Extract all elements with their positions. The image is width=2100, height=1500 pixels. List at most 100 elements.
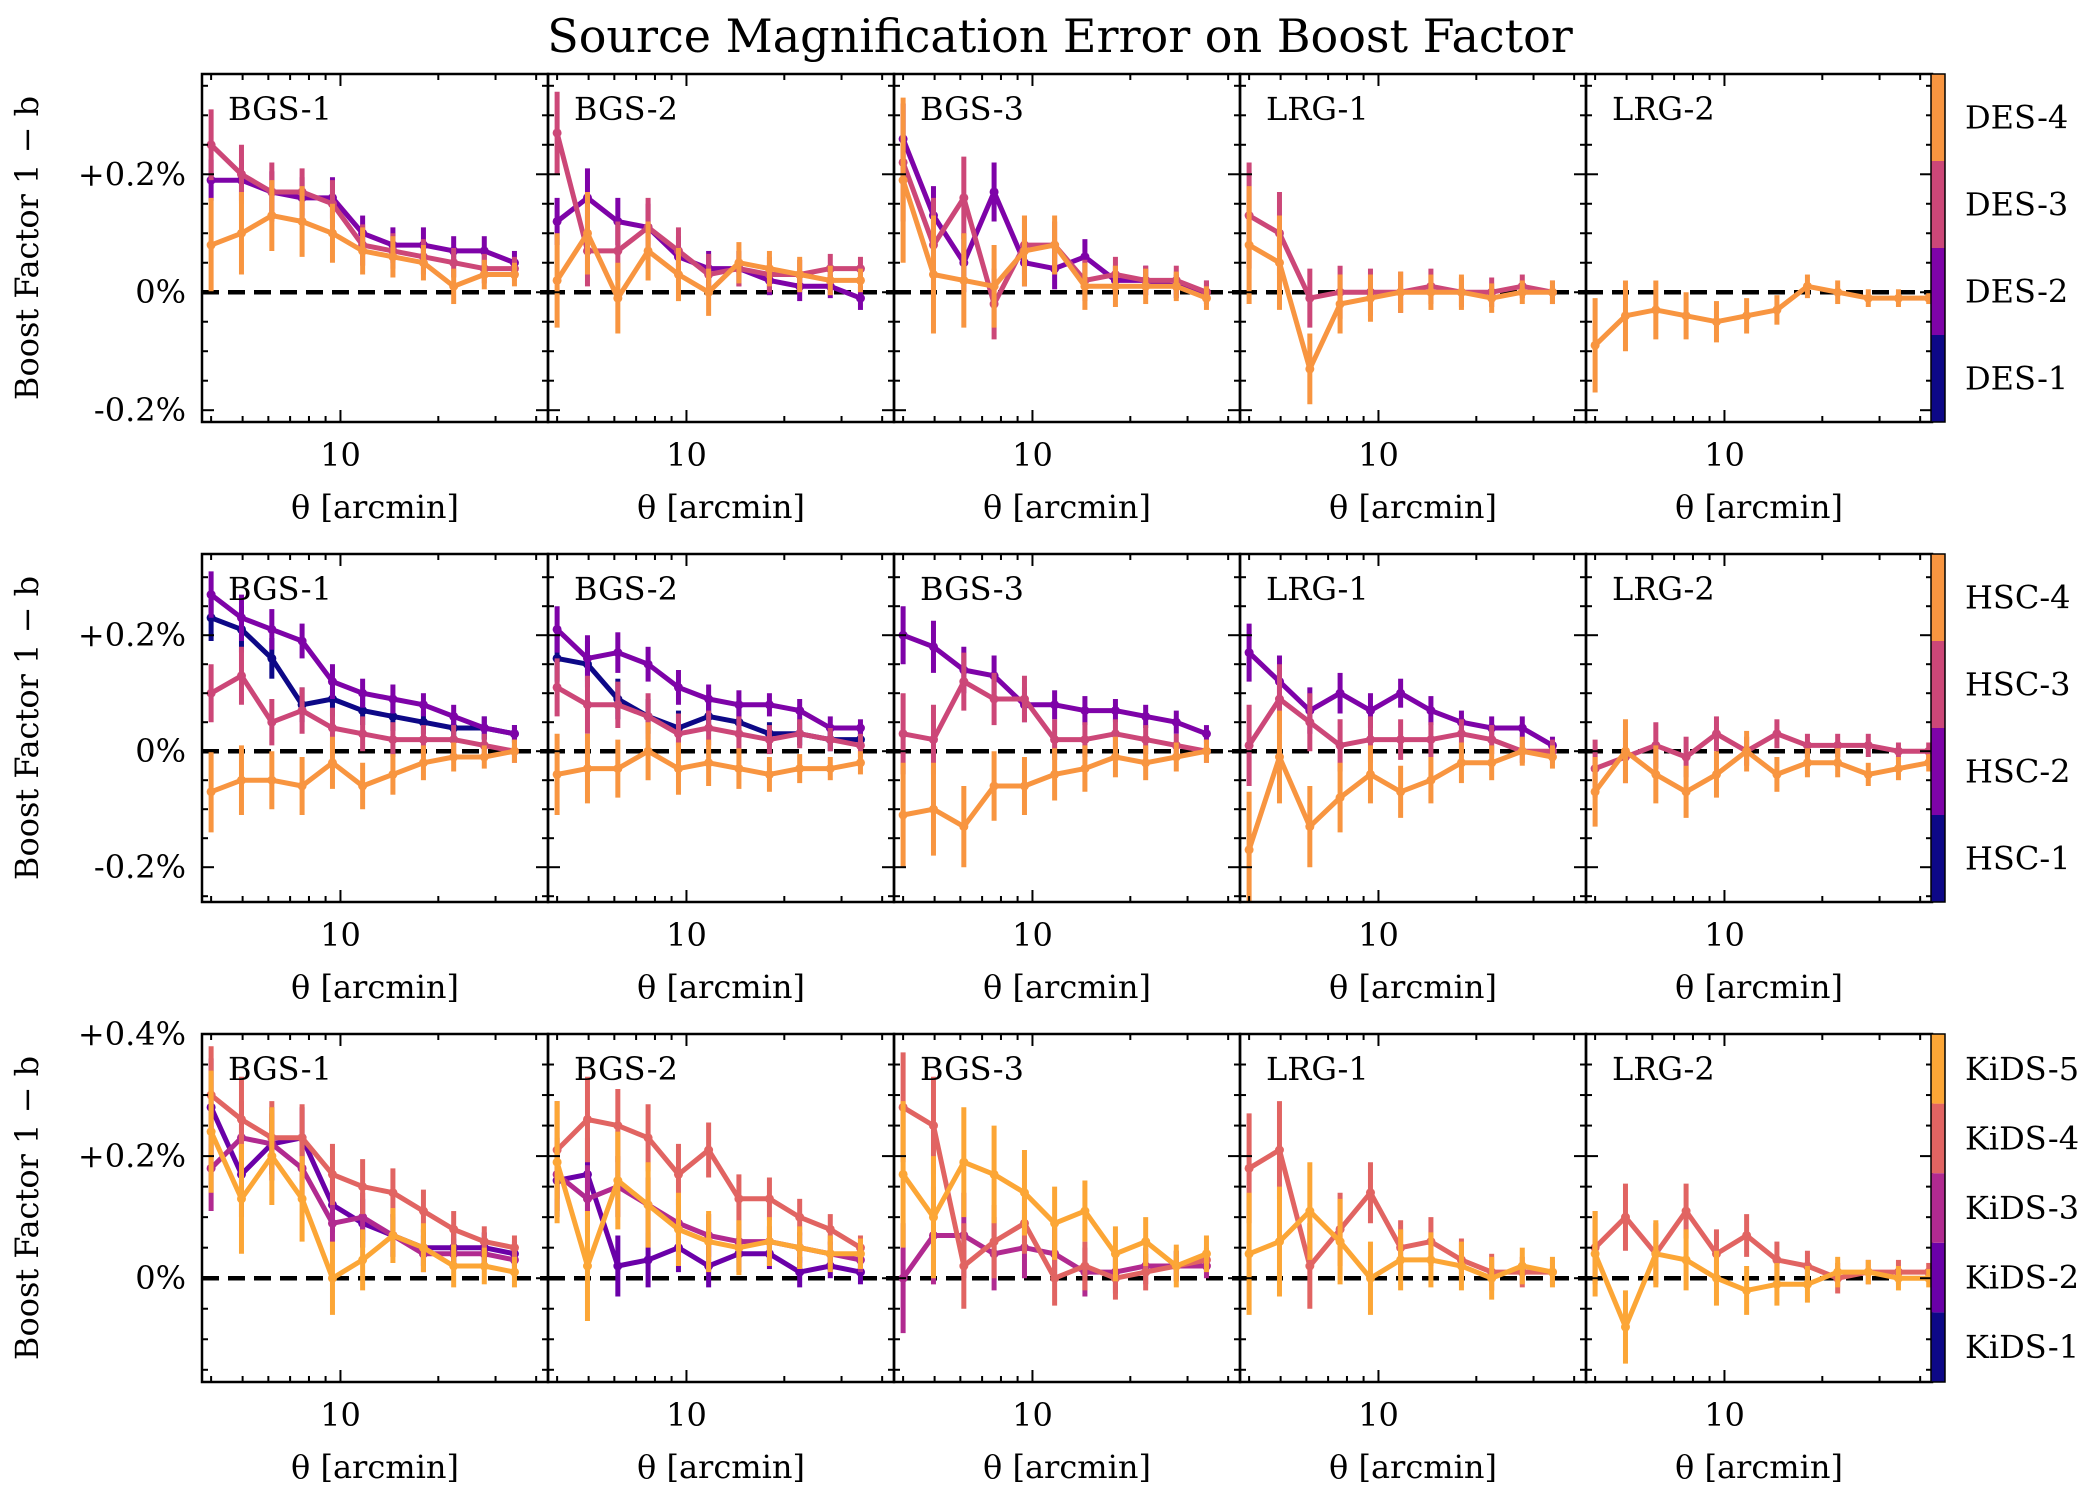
x-axis-label: θ [arcmin] bbox=[291, 488, 459, 526]
data-point bbox=[1456, 287, 1466, 297]
series-hsc-2 bbox=[552, 606, 865, 740]
data-point bbox=[388, 252, 398, 262]
data-point bbox=[1426, 1255, 1436, 1265]
panel-lrg-2: LRG-2 10 θ [arcmin] bbox=[1584, 72, 1934, 526]
colorbar-label: DES-1 bbox=[1965, 360, 2068, 398]
panel-bgs-1: BGS-1 10 θ [arcmin] bbox=[200, 72, 550, 526]
data-point bbox=[734, 764, 744, 774]
panel-data bbox=[1590, 1183, 1932, 1364]
panel-data bbox=[1590, 274, 1932, 393]
panel-label: BGS-1 bbox=[228, 570, 332, 608]
data-point bbox=[1050, 700, 1060, 710]
data-point bbox=[1620, 1212, 1630, 1222]
x-tick-label: 10 bbox=[666, 436, 707, 474]
data-point bbox=[1201, 1249, 1211, 1259]
colorbar-segment bbox=[1931, 1103, 1945, 1174]
data-point bbox=[734, 1194, 744, 1204]
data-point bbox=[855, 758, 865, 768]
panel-lrg-2: LRG-2 10 θ [arcmin] bbox=[1584, 552, 1934, 1006]
row-1: Boost Factor 1 − b -0.2% 0% +0.2% BGS-1 10 θ [… bbox=[8, 72, 2068, 526]
colorbar-segment bbox=[1931, 1173, 1945, 1243]
data-point bbox=[1620, 746, 1630, 756]
data-point bbox=[928, 1121, 938, 1131]
data-point bbox=[1487, 758, 1497, 768]
data-point bbox=[643, 659, 653, 669]
data-point bbox=[1547, 287, 1557, 297]
panel-data bbox=[552, 91, 865, 334]
data-point bbox=[764, 1194, 774, 1204]
data-point bbox=[825, 735, 835, 745]
data-point bbox=[1547, 752, 1557, 762]
colorbar: KiDS-1 KiDS-2 KiDS-3 KiDS-4 KiDS-5 bbox=[1930, 1033, 2079, 1383]
data-point bbox=[1711, 769, 1721, 779]
data-point bbox=[1547, 1267, 1557, 1277]
data-point bbox=[509, 270, 519, 280]
data-point bbox=[552, 128, 562, 138]
data-point bbox=[1517, 746, 1527, 756]
data-point bbox=[509, 1243, 519, 1253]
data-point bbox=[643, 246, 653, 256]
series-hsc-4 bbox=[206, 736, 519, 833]
data-point bbox=[1019, 246, 1029, 256]
x-axis-label: θ [arcmin] bbox=[983, 488, 1151, 526]
data-point bbox=[1335, 1237, 1345, 1247]
y-tick-label: 0% bbox=[135, 273, 186, 311]
data-point bbox=[1080, 281, 1090, 291]
data-point bbox=[1487, 1273, 1497, 1283]
data-point bbox=[613, 293, 623, 303]
data-point bbox=[1681, 311, 1691, 321]
panel-lrg-1: LRG-1 10 θ [arcmin] bbox=[1238, 552, 1588, 1006]
data-point bbox=[1244, 1163, 1254, 1173]
data-point bbox=[1590, 1249, 1600, 1259]
data-point bbox=[1019, 694, 1029, 704]
data-point bbox=[388, 735, 398, 745]
x-tick-label: 10 bbox=[1704, 436, 1745, 474]
colorbar-label: HSC-4 bbox=[1965, 579, 2070, 617]
data-point bbox=[704, 694, 714, 704]
data-point bbox=[898, 729, 908, 739]
x-axis-label: θ [arcmin] bbox=[983, 1448, 1151, 1486]
data-point bbox=[795, 764, 805, 774]
data-point bbox=[1742, 746, 1752, 756]
data-point bbox=[552, 769, 562, 779]
series-hsc-4 bbox=[1244, 710, 1557, 902]
data-point bbox=[734, 1243, 744, 1253]
data-point bbox=[1305, 364, 1315, 374]
data-point bbox=[1274, 1237, 1284, 1247]
x-tick-label: 10 bbox=[1704, 1396, 1745, 1434]
data-point bbox=[928, 642, 938, 652]
data-point bbox=[327, 677, 337, 687]
series-line bbox=[1593, 283, 1929, 348]
panel-lrg-1: LRG-1 10 θ [arcmin] bbox=[1238, 1032, 1588, 1486]
panel-bgs-3: BGS-3 10 θ [arcmin] bbox=[892, 1032, 1242, 1486]
x-tick-label: 10 bbox=[1358, 1396, 1399, 1434]
panel-ticks bbox=[202, 554, 548, 902]
y-axis-label: Boost Factor 1 − b bbox=[8, 96, 46, 400]
data-point bbox=[764, 1237, 774, 1247]
data-point bbox=[1141, 711, 1151, 721]
data-point bbox=[1396, 735, 1406, 745]
data-point bbox=[1590, 787, 1600, 797]
data-point bbox=[1833, 758, 1843, 768]
data-point bbox=[1651, 1249, 1661, 1259]
data-point bbox=[582, 764, 592, 774]
data-point bbox=[1590, 340, 1600, 350]
series-line bbox=[1594, 731, 1929, 771]
panel-label: BGS-3 bbox=[920, 1050, 1024, 1088]
data-point bbox=[704, 1145, 714, 1155]
data-point bbox=[418, 735, 428, 745]
data-point bbox=[582, 228, 592, 238]
data-point bbox=[898, 1169, 908, 1179]
colorbar-frame bbox=[1930, 553, 1946, 903]
y-tick-label: +0.2% bbox=[78, 155, 186, 193]
data-point bbox=[449, 281, 459, 291]
data-point bbox=[1274, 1145, 1284, 1155]
data-point bbox=[1711, 317, 1721, 327]
data-point bbox=[1080, 706, 1090, 716]
data-point bbox=[1171, 281, 1181, 291]
colorbar-frame bbox=[1930, 73, 1946, 423]
data-point bbox=[673, 682, 683, 692]
x-axis-label: θ [arcmin] bbox=[1675, 968, 1843, 1006]
data-point bbox=[1244, 1249, 1254, 1259]
data-point bbox=[1742, 1230, 1752, 1240]
